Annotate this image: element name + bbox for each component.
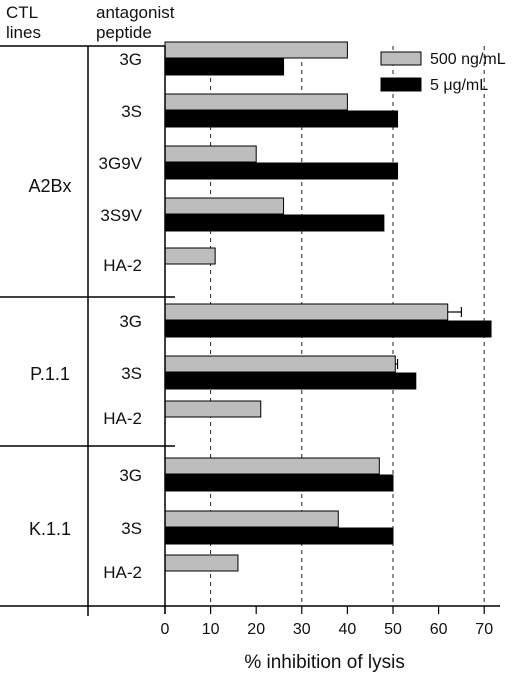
x-axis: 0 10 20 30 40 50 60 70 % inhibition of lysis [161,606,493,673]
group-label: A2Bx [28,176,71,196]
bar [164,527,394,545]
legend-swatch [380,77,422,92]
x-tick-label: 30 [293,621,311,638]
group-label: P.1.1 [30,364,70,384]
bar [164,145,257,163]
x-axis-title: % inhibition of lysis [244,652,405,673]
bar [164,372,417,390]
peptide-label: HA-2 [103,256,142,275]
bars [164,41,492,572]
bar [164,197,285,215]
bar [164,162,399,180]
x-tick-label: 20 [247,621,265,638]
bar [164,41,348,59]
peptide-label: 3S [121,364,142,383]
bar [164,247,216,265]
legend: 500 ng/mL 5 μg/mL [380,51,506,94]
header-antagonist-peptide: peptide [96,23,152,42]
header-ctl-lines: CTL [6,3,38,22]
x-tick-label: 0 [161,621,170,638]
bar [164,320,492,338]
x-tick-label: 60 [430,621,448,638]
bar [164,214,385,232]
peptide-label: 3G [119,466,142,485]
bar [164,474,394,492]
peptide-label: 3G [119,312,142,331]
x-tick-label: 10 [202,621,220,638]
peptide-label: HA-2 [103,409,142,428]
bar [164,58,285,76]
legend-label: 500 ng/mL [430,51,506,68]
x-tick-label: 70 [475,621,493,638]
peptide-label: 3S [121,519,142,538]
peptide-label: 3G [119,50,142,69]
header-antagonist-peptide: antagonist [96,3,175,22]
peptide-label: 3S9V [100,206,142,225]
legend-swatch [380,51,422,66]
legend-label: 5 μg/mL [430,77,488,94]
bar [164,510,339,528]
bar [164,93,348,111]
bar [164,355,396,373]
bar [164,303,449,321]
peptide-label: 3G9V [99,154,143,173]
x-tick-label: 50 [384,621,402,638]
labels: 3G 3S 3G9V 3S9V HA-2 3G 3S HA-2 3G 3S HA-2 CTLlines… [6,3,175,582]
peptide-label: HA-2 [103,563,142,582]
bar [164,554,239,572]
header-ctl-lines: lines [6,23,41,42]
x-tick-label: 40 [339,621,357,638]
group-label: K.1.1 [29,519,71,539]
bar [164,457,380,475]
table-frame [0,45,500,616]
bar [164,110,399,128]
bar [164,400,262,418]
peptide-label: 3S [121,102,142,121]
